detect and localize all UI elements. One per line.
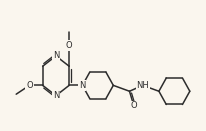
Text: O: O	[26, 81, 33, 90]
Text: O: O	[66, 41, 73, 50]
Text: N: N	[53, 51, 59, 60]
Text: NH: NH	[136, 81, 149, 90]
Text: N: N	[53, 91, 59, 100]
Text: O: O	[131, 102, 137, 110]
Text: N: N	[79, 81, 85, 90]
